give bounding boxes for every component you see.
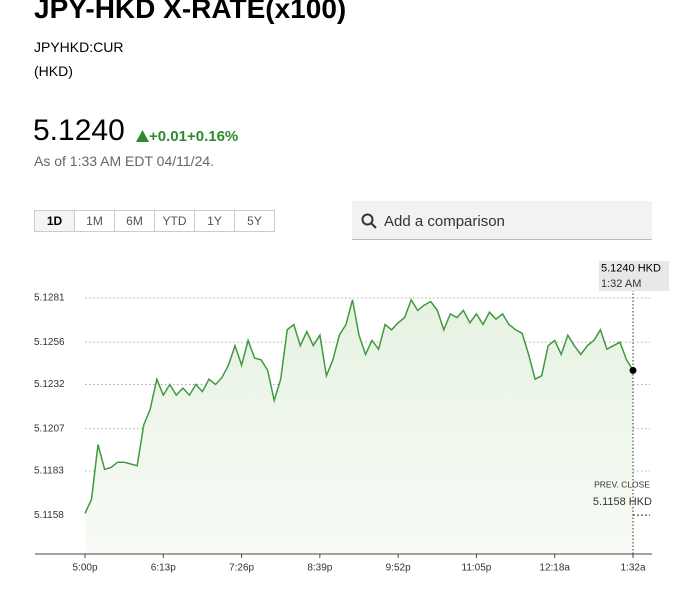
up-arrow <box>136 130 149 142</box>
x-tick-label: 5:00p <box>72 563 97 574</box>
price: 5.1240 <box>33 114 125 147</box>
range-button[interactable]: YTD <box>154 211 194 231</box>
prev-close-title: PREV. CLOSE <box>594 479 650 489</box>
x-tick-label: 1:32a <box>620 563 645 574</box>
x-tick-label: 6:13p <box>151 563 176 574</box>
search-placeholder: Add a comparison <box>384 213 505 230</box>
area <box>85 299 633 554</box>
search-icon <box>361 213 377 229</box>
last-value-label: 5.1240 HKD <box>601 262 661 274</box>
range-button[interactable]: 1D <box>35 211 74 231</box>
x-tick-label: 8:39p <box>307 563 332 574</box>
x-tick-label: 12:18a <box>539 563 570 574</box>
change: +0.01+0.16% <box>136 128 238 145</box>
range-button[interactable]: 5Y <box>234 211 274 231</box>
y-tick-label: 5.1158 <box>34 510 64 521</box>
range-selector: 1D 1M 6M YTD 1Y 5Y <box>34 210 275 232</box>
ticker: JPYHKD:CUR <box>34 39 124 55</box>
y-tick-label: 5.1256 <box>34 337 65 348</box>
y-tick-label: 5.1232 <box>34 379 65 390</box>
y-tick-label: 5.1281 <box>34 293 65 304</box>
as-of: As of 1:33 AM EDT 04/11/24. <box>34 153 215 169</box>
range-button[interactable]: 6M <box>114 211 154 231</box>
change-percent: +0.16% <box>186 128 239 145</box>
last-label-box <box>599 261 669 291</box>
line <box>84 298 634 514</box>
range-button[interactable]: 1M <box>74 211 114 231</box>
x-tick-label: 7:26p <box>229 563 254 574</box>
last-point <box>629 366 637 374</box>
title: JPY-HKD X-RATE(x100) <box>34 0 347 24</box>
prev-close-label: 5.1158 HKD <box>593 496 652 508</box>
currency: (HKD) <box>34 63 73 79</box>
last-time-label: 1:32 AM <box>601 278 641 290</box>
change-value: +0.01 <box>149 128 187 145</box>
y-tick-label: 5.1207 <box>34 423 65 434</box>
comparison-search[interactable]: Add a comparison <box>352 201 652 240</box>
range-button[interactable]: 1Y <box>194 211 234 231</box>
y-tick-label: 5.1183 <box>34 466 64 477</box>
x-tick-label: 9:52p <box>386 563 411 574</box>
x-tick-label: 11:05p <box>462 563 492 574</box>
